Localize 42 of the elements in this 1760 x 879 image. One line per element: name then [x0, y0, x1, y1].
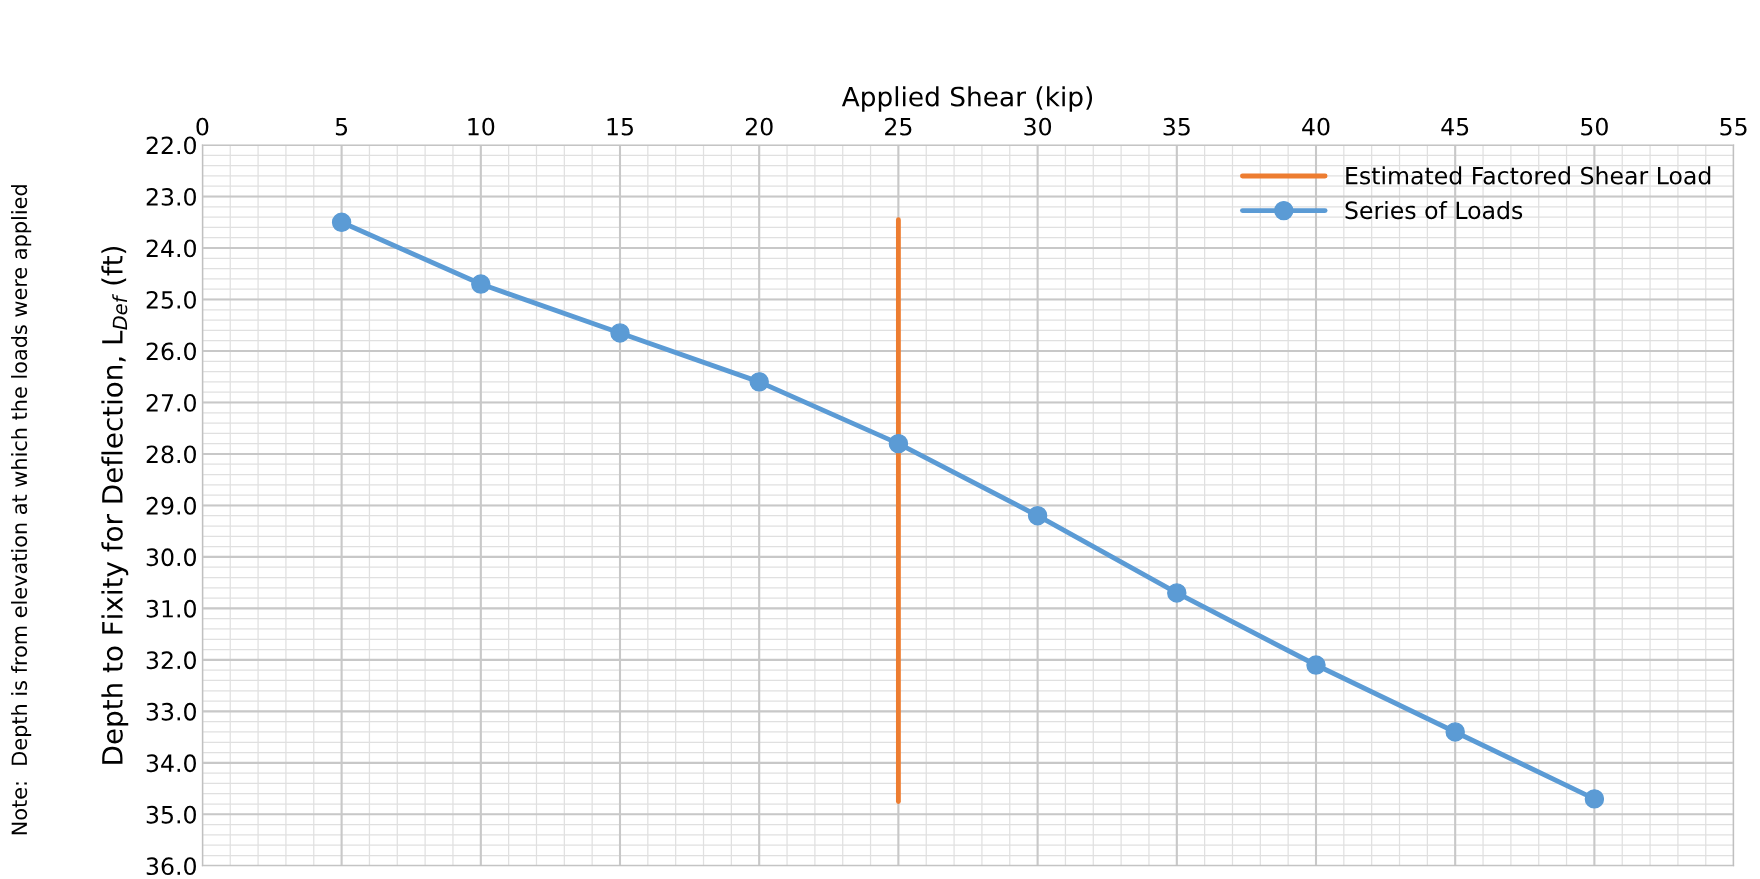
point	[749, 372, 769, 392]
x-tick-label: 45	[1441, 118, 1469, 136]
y-tick-label: 33.0	[146, 702, 196, 721]
y-tick-label: 31.0	[146, 599, 196, 618]
x-axis-title: Applied Shear (kip)	[841, 86, 1093, 112]
y-tick-label: 22.0	[146, 136, 196, 155]
point	[1306, 655, 1326, 675]
y-tick-label: 30.0	[146, 548, 196, 567]
x-tick-label: 50	[1581, 117, 1608, 136]
point	[471, 274, 491, 294]
x-tick-label: 20	[745, 117, 773, 136]
y-tick-label: 35.0	[146, 805, 196, 824]
point	[1167, 583, 1187, 603]
y-axis-title: Depth to Fixity for Deflection, L$_{Def}$ (ft)	[101, 246, 129, 764]
y-tick-label: 28.0	[146, 445, 196, 464]
x-tick-label: 0	[196, 117, 209, 136]
point	[1445, 722, 1465, 742]
point	[1027, 505, 1048, 526]
point	[331, 212, 352, 232]
x-tick-label: 35	[1163, 117, 1190, 136]
y-tick-label: 29.0	[146, 496, 196, 515]
y-tick-label: 34.0	[146, 754, 196, 773]
y-tick-label: 36.0	[146, 857, 196, 876]
text: Note: Depth is from elevation at which the loads were applied	[11, 185, 32, 835]
y-tick-label: 23.0	[146, 187, 196, 206]
y-tick-label: 27.0	[146, 393, 196, 412]
y-tick-label: 24.0	[146, 239, 196, 258]
legend-label: Estimated Factored Shear Load	[1346, 166, 1711, 185]
x-tick-label: 15	[607, 118, 633, 136]
y-tick-label: 26.0	[146, 342, 196, 361]
x-tick-label: 25	[885, 117, 912, 136]
x-tick-label: 10	[468, 117, 495, 136]
point	[888, 433, 909, 454]
x-tick-label: 5	[335, 118, 348, 136]
y-tick-label: 32.0	[146, 651, 196, 670]
x-tick-label: 40	[1302, 117, 1330, 136]
x-tick-label: 30	[1024, 117, 1052, 136]
legend-label: Series of Loads	[1345, 200, 1523, 220]
point	[1584, 789, 1605, 809]
x-tick-label: 55	[1720, 118, 1747, 136]
y-tick-label: 25.0	[146, 290, 196, 309]
point	[610, 323, 630, 343]
